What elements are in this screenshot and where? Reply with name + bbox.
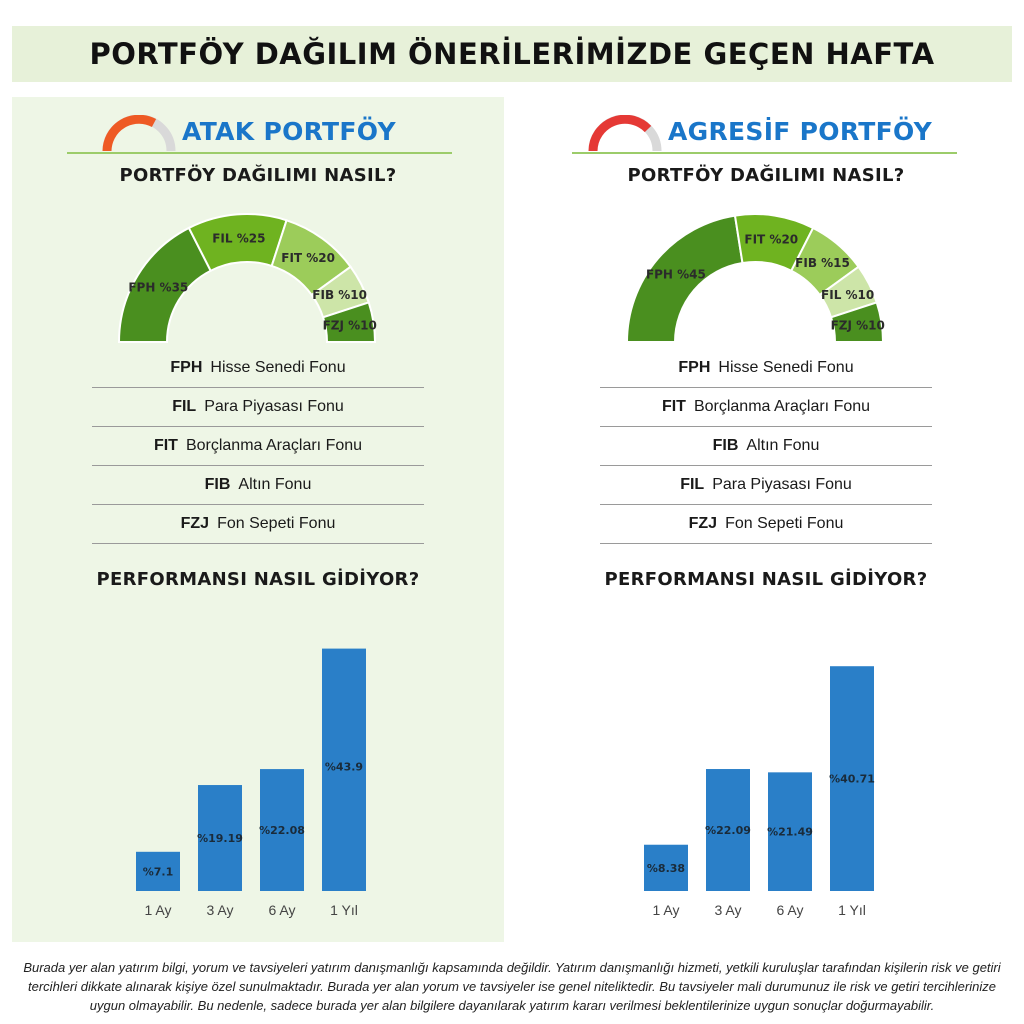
legend-row: FPH Hisse Senedi Fonu [92,349,424,388]
title-divider [67,152,452,154]
x-tick-label: 3 Ay [715,902,742,918]
fund-name: Para Piyasası Fonu [712,476,852,493]
x-tick-label: 1 Yıl [330,902,358,918]
fund-name: Hisse Senedi Fonu [718,359,854,376]
panel-header: ATAK PORTFÖY [12,115,504,155]
fund-name: Borçlanma Araçları Fonu [693,398,871,415]
performance-bar-chart: %8.38 1 Ay %22.09 3 Ay %21.49 6 Ay %40.71 1 Yıl [644,666,875,918]
fund-code: FIT [661,398,686,415]
segment-data-label: FIB %10 [312,288,367,302]
legend-row: FZJ Fon Sepeti Fonu [92,505,424,544]
title-banner: PORTFÖY DAĞILIM ÖNERİLERİMİZDE GEÇEN HAF… [12,26,1012,82]
legend-row: FIT Borçlanma Araçları Fonu [600,388,932,427]
portfolio-title: AGRESİF PORTFÖY [668,117,933,146]
fund-code: FIL [172,398,197,415]
legend-row: FIB Altın Fonu [600,427,932,466]
bar-4 [830,666,874,891]
performance-heading: PERFORMANSI NASIL GİDİYOR? [96,569,420,590]
gauge-icon [102,115,176,152]
x-tick-label: 6 Ay [777,902,804,918]
bar-4 [322,648,366,891]
fund-code: FZJ [688,515,718,532]
fund-code: FPH [678,359,711,376]
fund-name: Para Piyasası Fonu [204,398,344,415]
legend-row: FIT Borçlanma Araçları Fonu [92,427,424,466]
fund-name: Fon Sepeti Fonu [725,515,844,532]
panel-header: AGRESİF PORTFÖY [520,115,1012,155]
legend-row: FIL Para Piyasası Fonu [600,466,932,505]
bar-3 [260,769,304,891]
performance-heading: PERFORMANSI NASIL GİDİYOR? [604,569,928,590]
agresif-portfolio-panel: AGRESİF PORTFÖY PORTFÖY DAĞILIMI NASIL? … [520,97,1012,942]
x-tick-label: 3 Ay [207,902,234,918]
bar-data-label: %7.1 [143,865,174,878]
bar-data-label: %8.38 [647,862,685,875]
x-tick-label: 6 Ay [269,902,296,918]
fund-name: Borçlanma Araçları Fonu [185,437,363,454]
x-tick-label: 1 Ay [653,902,680,918]
bar-data-label: %21.49 [767,826,813,839]
atak-portfolio-panel: ATAK PORTFÖY PORTFÖY DAĞILIMI NASIL? FPH… [12,97,504,942]
allocation-heading: PORTFÖY DAĞILIMI NASIL? [119,165,397,186]
bar-3 [768,772,812,891]
legend-row: FZJ Fon Sepeti Fonu [600,505,932,544]
x-tick-label: 1 Ay [145,902,172,918]
bar-1 [136,851,180,891]
bar-1 [644,844,688,891]
x-tick-label: 1 Yıl [838,902,866,918]
legend-row: FIB Altın Fonu [92,466,424,505]
fund-name: Fon Sepeti Fonu [217,515,336,532]
segment-data-label: FIB %15 [795,256,850,270]
donut-segment-fzj [321,301,377,343]
bar-data-label: %40.71 [829,773,875,786]
bar-2 [198,785,242,891]
segment-data-label: FIT %20 [281,251,335,265]
fund-code: FIB [204,476,231,493]
segment-data-label: FZJ %10 [831,319,885,333]
bar-data-label: %22.09 [705,824,751,837]
donut-segment-fzj [829,301,885,343]
fund-code: FIB [712,437,739,454]
segment-data-label: FIL %25 [212,231,265,245]
fund-legend: FPH Hisse Senedi Fonu FIT Borçlanma Araçla… [600,349,932,544]
fund-code: FZJ [180,515,210,532]
fund-legend: FPH Hisse Senedi Fonu FIL Para Piyasası Fo… [92,349,424,544]
disclaimer-footer: Burada yer alan yatırım bilgi, yorum ve … [23,960,1001,1013]
segment-data-label: FPH %35 [128,281,188,295]
bar-data-label: %22.08 [259,824,305,837]
segment-data-label: FPH %45 [646,267,706,281]
portfolio-title: ATAK PORTFÖY [182,117,396,146]
segment-data-label: FIT %20 [744,232,798,246]
fund-code: FPH [170,359,203,376]
legend-row: FPH Hisse Senedi Fonu [600,349,932,388]
fund-code: FIL [680,476,705,493]
performance-bar-chart: %7.1 1 Ay %19.19 3 Ay %22.08 6 Ay %43.9 1 Yıl [136,648,366,918]
gauge-icon [588,115,662,152]
bar-2 [706,769,750,891]
fund-name: Altın Fonu [746,437,820,454]
fund-name: Hisse Senedi Fonu [210,359,346,376]
segment-data-label: FIL %10 [821,288,874,302]
allocation-heading: PORTFÖY DAĞILIMI NASIL? [627,165,905,186]
allocation-half-donut-chart: FPH %35 FIL %25 FIT %20 FIB %10 FZJ %10 [117,213,377,343]
legend-row: FIL Para Piyasası Fonu [92,388,424,427]
fund-name: Altın Fonu [238,476,312,493]
bar-data-label: %43.9 [325,761,363,774]
allocation-half-donut-chart: FPH %45 FIT %20 FIB %15 FIL %10 FZJ %10 [625,213,885,343]
page-title: PORTFÖY DAĞILIM ÖNERİLERİMİZDE GEÇEN HAF… [89,37,935,71]
segment-data-label: FZJ %10 [323,319,377,333]
bar-data-label: %19.19 [197,832,243,845]
title-divider [572,152,957,154]
fund-code: FIT [153,437,178,454]
